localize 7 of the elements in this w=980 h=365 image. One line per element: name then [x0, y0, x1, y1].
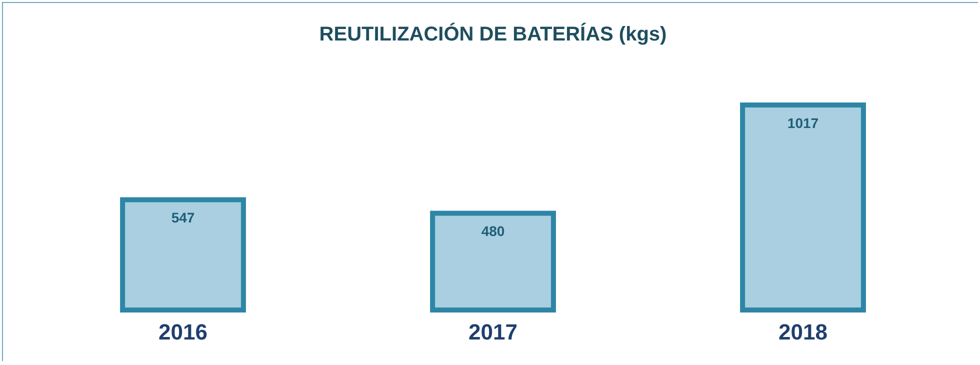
x-tick-label: 2017: [468, 320, 518, 344]
chart-title: REUTILIZACIÓN DE BATERÍAS (kgs): [319, 22, 667, 46]
x-tick-label: 2018: [778, 320, 828, 344]
x-tick-label: 2016: [158, 320, 208, 344]
data-label: 547: [171, 210, 195, 226]
data-label: 1017: [787, 115, 819, 131]
data-label: 480: [481, 223, 505, 240]
